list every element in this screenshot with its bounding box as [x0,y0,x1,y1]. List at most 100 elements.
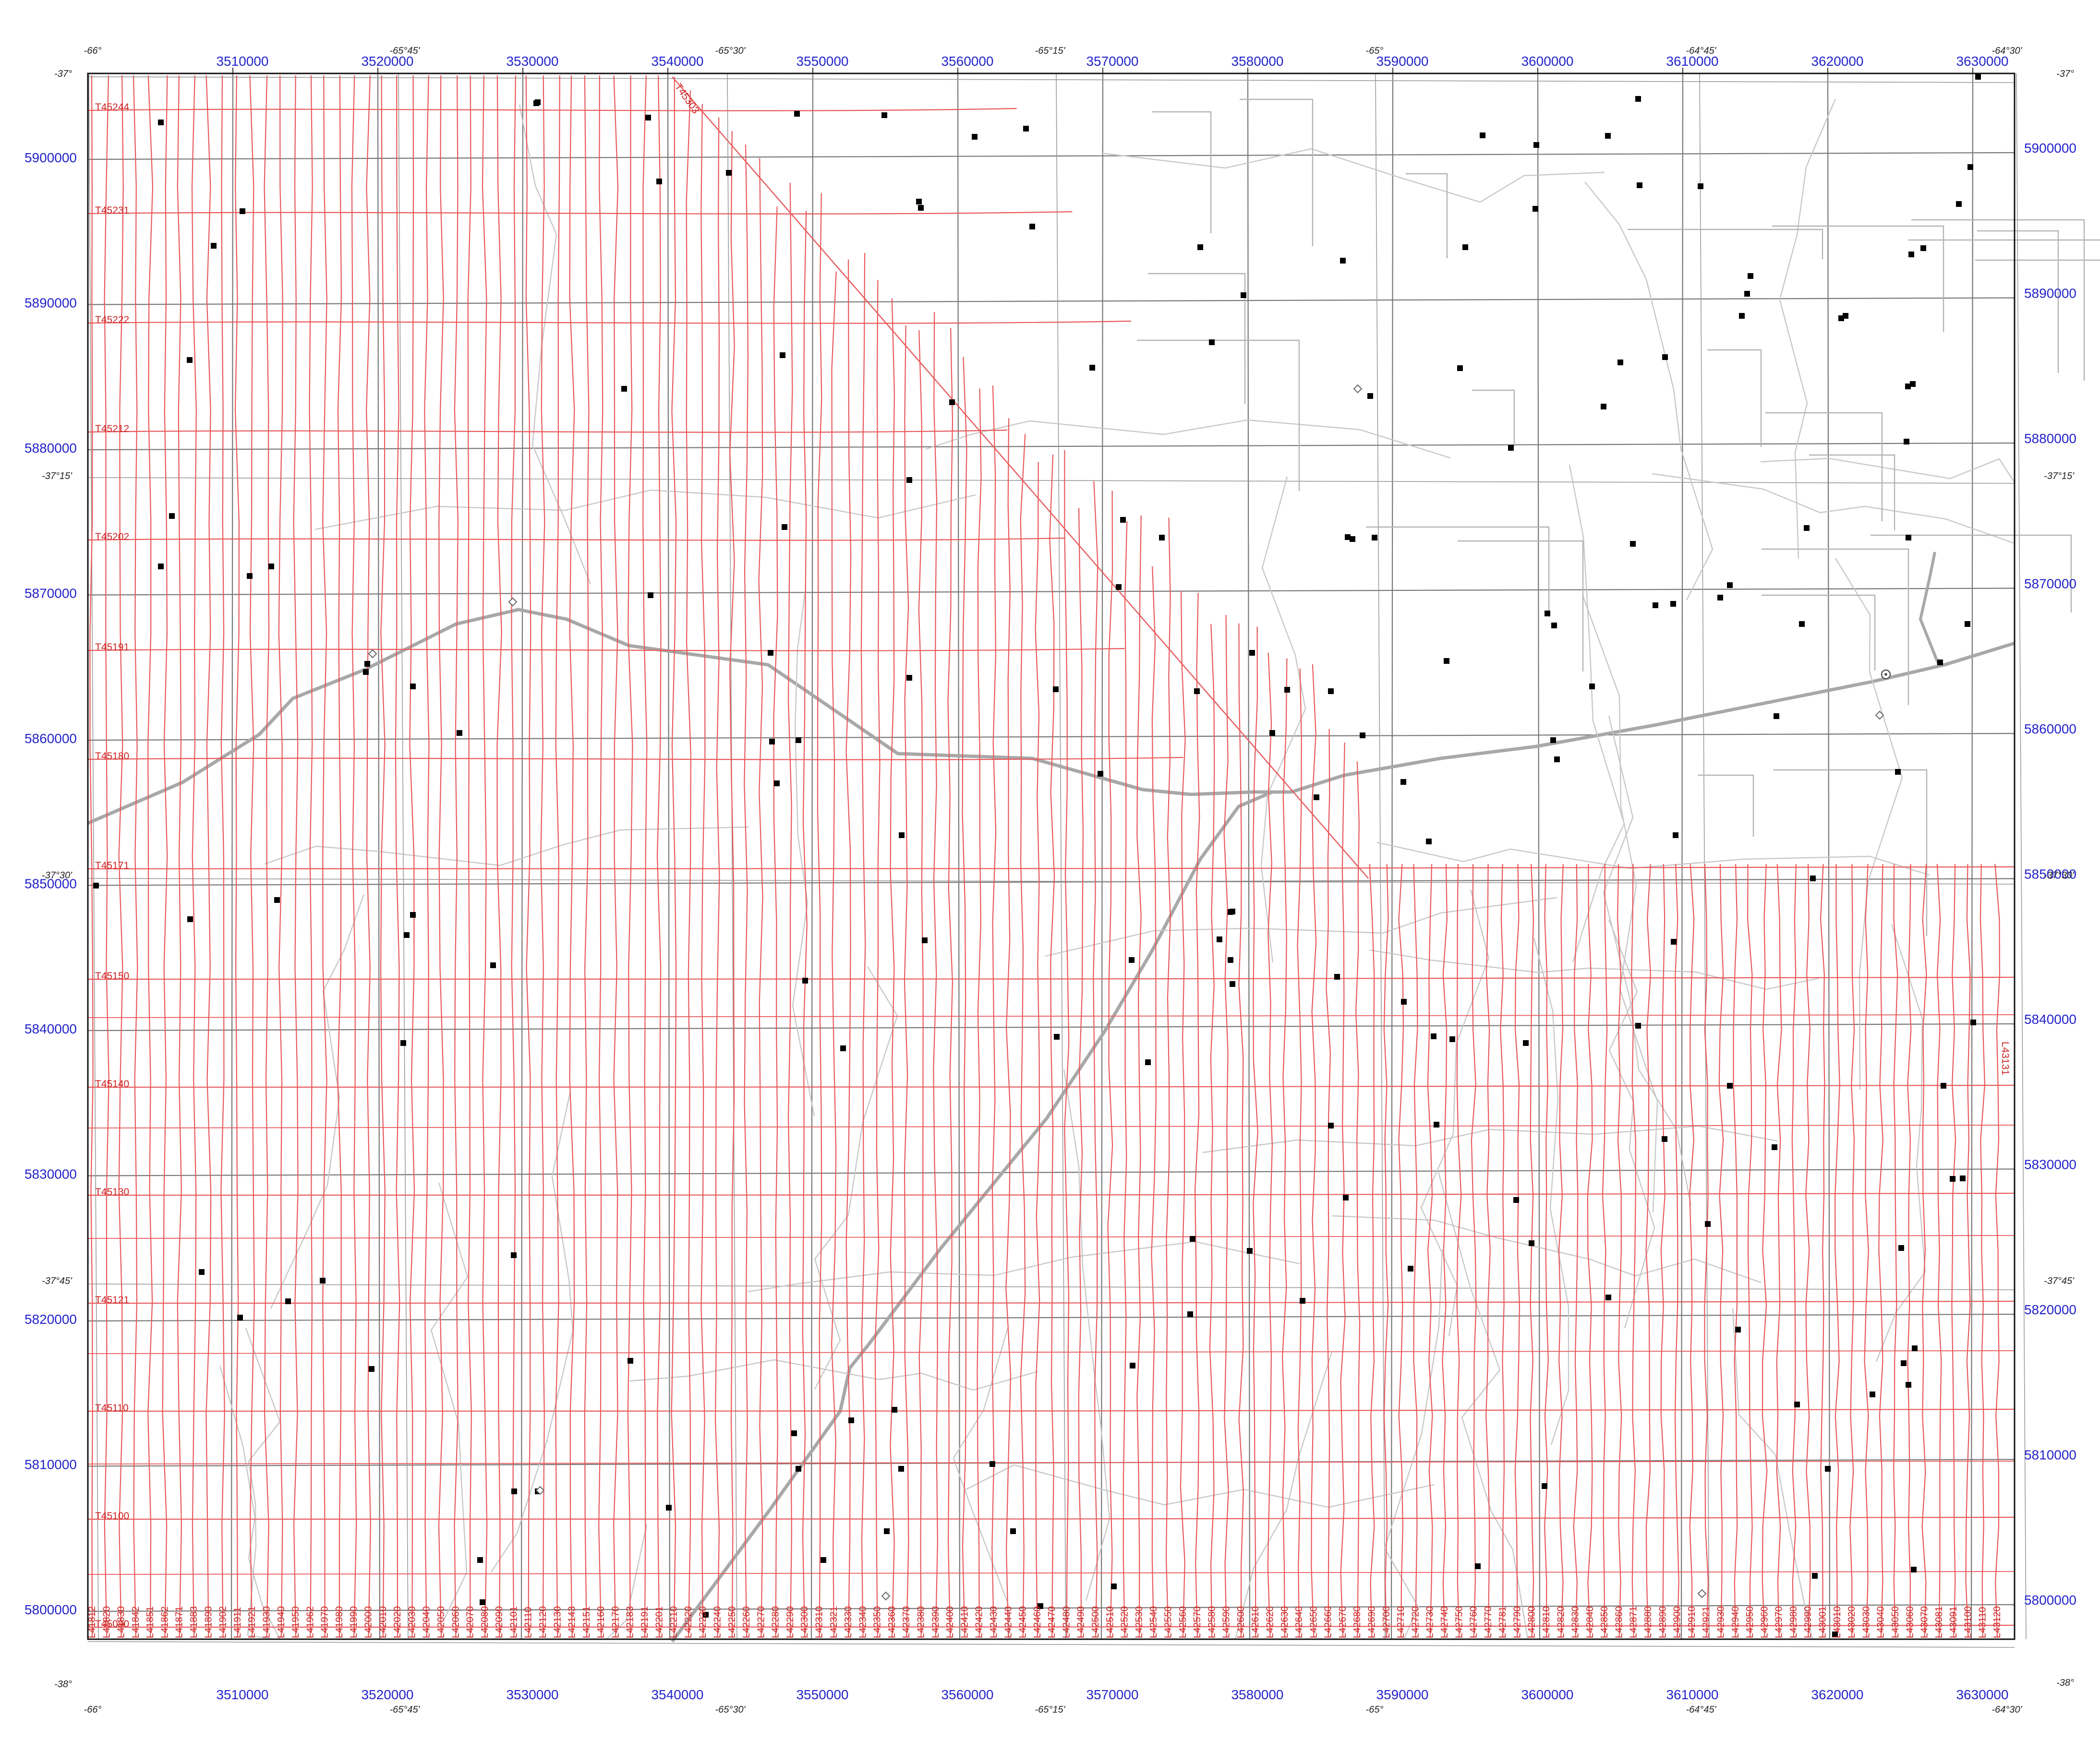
square-marker-icon [1965,621,1970,627]
flight-line-label: L42321 [829,1606,839,1638]
flight-line-label: L42430 [989,1606,999,1638]
easting-label-bottom: 3590000 [1376,1687,1428,1702]
square-marker-icon [1698,183,1703,189]
flight-line-label: L42990 [1803,1606,1813,1638]
easting-label-top: 3540000 [651,54,703,69]
flight-line-label: L42600 [1236,1606,1246,1638]
flight-line [1281,658,1288,1637]
flight-line-label: L42160 [596,1606,606,1638]
square-marker-icon [1400,779,1406,785]
flight-line-label: L42080 [480,1606,490,1638]
square-marker-icon [1550,737,1556,743]
easting-label-top: 3620000 [1811,54,1863,69]
flight-line-label: L42910 [1687,1606,1697,1638]
latitude-label-right: -37°45' [2044,1276,2075,1286]
square-marker-icon [1748,273,1753,279]
square-marker-icon [1554,756,1560,762]
square-marker-icon [1653,602,1658,608]
square-marker-icon [1120,517,1126,523]
flight-line-label: L43060 [1905,1606,1915,1638]
tie-line-label: T45140 [95,1079,129,1090]
tie-line-label: T45150 [95,971,129,982]
square-marker-icon [511,1252,517,1258]
minor-road [1584,181,1714,600]
flight-line [686,90,691,1637]
square-marker-icon [1589,684,1595,689]
square-marker-icon [922,937,928,943]
property-road [1148,273,1246,404]
square-marker-icon [1905,384,1911,389]
tie-line [87,1125,2015,1128]
easting-label-bottom: 3560000 [941,1687,993,1702]
flight-line [904,325,909,1637]
square-marker-icon [1334,974,1340,980]
latitude-label-left: -37°45' [42,1276,72,1286]
flight-line [744,144,749,1637]
square-marker-icon [169,513,175,519]
flight-line [438,75,444,1637]
tie-line [87,1461,2015,1464]
flight-line-label: L41812 [87,1606,97,1638]
square-marker-icon [884,1528,890,1534]
flight-line [1965,864,1971,1637]
flight-line-label: L42510 [1105,1606,1115,1638]
flight-line-label: L42210 [669,1606,679,1638]
flight-line [1355,761,1361,1637]
square-marker-icon [1159,535,1165,540]
flight-line [1733,864,1738,1637]
flight-line-label: L42350 [872,1606,883,1638]
square-marker-icon [1601,404,1606,409]
easting-label-bottom: 3510000 [216,1687,268,1702]
flight-line-label: L42490 [1076,1606,1086,1638]
flight-line-label: L42280 [771,1606,781,1638]
longitude-label-top: -65°15' [1035,46,1066,56]
flight-line [1936,864,1942,1637]
tie-line-label: T45121 [95,1295,129,1306]
minor-road [1582,596,1658,1213]
tie-line-label: T45100 [95,1511,129,1522]
minor-road [814,966,898,1390]
flight-line-label: L42460 [1032,1606,1043,1638]
highway-diagonal [671,790,1273,1643]
square-marker-icon [1340,258,1346,264]
northing-label-left: 5810000 [24,1457,77,1472]
flight-line-label: L42170 [610,1606,621,1638]
square-marker-icon [1129,957,1134,963]
flight-line [1107,491,1113,1637]
tie-line [87,211,1073,215]
property-road [1911,219,2085,381]
property-road [1707,349,1762,447]
square-marker-icon [1744,291,1750,297]
easting-label-top: 3570000 [1086,54,1138,69]
diamond-marker-icon [1353,384,1363,394]
flight-line [1689,864,1695,1637]
square-marker-icon [1130,1363,1135,1368]
flight-line-label: L42680 [1352,1606,1363,1638]
square-marker-icon [906,477,912,483]
square-marker-icon [1029,224,1035,229]
easting-label-bottom: 3540000 [651,1687,703,1702]
flight-line [380,75,386,1637]
square-marker-icon [1911,1567,1917,1572]
flight-line [787,182,793,1637]
easting-label-bottom: 3530000 [506,1687,558,1702]
square-marker-icon [1426,839,1432,844]
flight-line-label: L42850 [1599,1606,1610,1638]
flight-line-label: L42520 [1120,1606,1130,1638]
easting-label-top: 3510000 [216,54,268,69]
flight-line [1631,864,1636,1637]
northing-label-right: 5830000 [2024,1157,2076,1172]
square-marker-icon [1523,1040,1529,1046]
longitude-label-bottom: -65° [1366,1704,1384,1715]
flight-line-label: L41930 [262,1606,272,1638]
flight-line [947,328,953,1637]
flight-line-label: L41883 [189,1606,199,1638]
square-marker-icon [187,357,193,363]
square-marker-icon [1605,133,1611,139]
square-marker-icon [821,1557,826,1563]
flight-line [118,75,124,1637]
flight-line-label: L43001 [1818,1606,1828,1638]
flight-line [598,75,603,1637]
square-marker-icon [199,1269,205,1275]
